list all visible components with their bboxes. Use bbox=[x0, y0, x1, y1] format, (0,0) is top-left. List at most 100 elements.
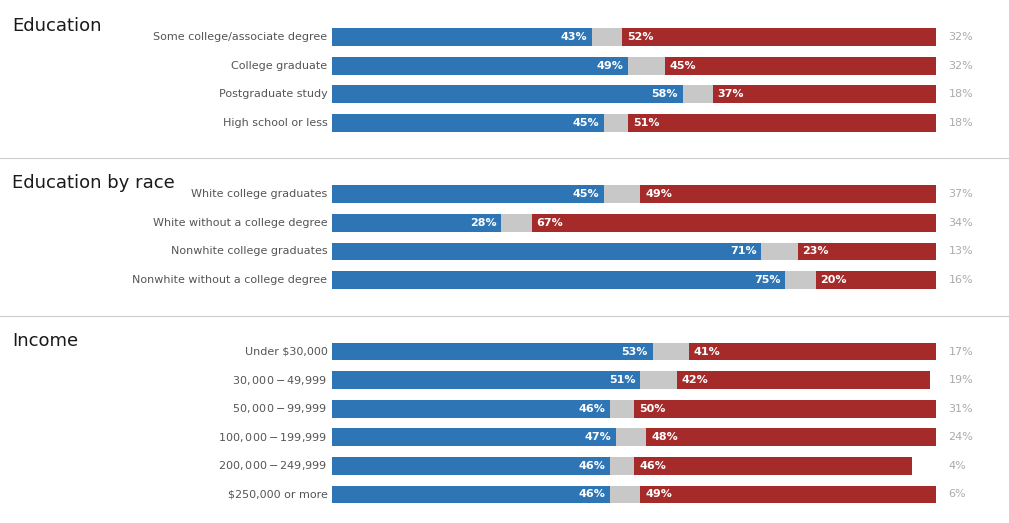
Text: $30,000 - $49,999: $30,000 - $49,999 bbox=[232, 373, 328, 386]
Bar bbox=[332, 114, 604, 132]
Bar bbox=[797, 243, 936, 260]
Text: 23%: 23% bbox=[802, 246, 828, 256]
Text: 13%: 13% bbox=[948, 246, 974, 256]
Text: 46%: 46% bbox=[578, 404, 605, 414]
Bar bbox=[610, 485, 641, 503]
Bar bbox=[641, 485, 936, 503]
Text: 75%: 75% bbox=[754, 275, 781, 285]
Bar bbox=[332, 371, 641, 389]
Text: 6%: 6% bbox=[948, 490, 967, 499]
Text: Education by race: Education by race bbox=[12, 174, 175, 192]
Text: 45%: 45% bbox=[573, 189, 599, 199]
Bar bbox=[610, 457, 635, 475]
Bar bbox=[332, 485, 610, 503]
Text: Postgraduate study: Postgraduate study bbox=[219, 89, 328, 99]
Text: 19%: 19% bbox=[948, 375, 974, 385]
Text: College graduate: College graduate bbox=[231, 61, 328, 71]
Bar bbox=[532, 214, 936, 232]
Bar bbox=[616, 428, 647, 446]
Bar bbox=[332, 85, 683, 103]
Text: 53%: 53% bbox=[622, 347, 648, 357]
Text: $250,000 or more: $250,000 or more bbox=[228, 490, 328, 499]
Text: 49%: 49% bbox=[646, 490, 672, 499]
Text: White college graduates: White college graduates bbox=[192, 189, 328, 199]
Bar bbox=[332, 243, 761, 260]
Text: 49%: 49% bbox=[646, 189, 672, 199]
Bar bbox=[641, 371, 677, 389]
Bar bbox=[665, 57, 936, 75]
Bar bbox=[677, 371, 930, 389]
Text: 37%: 37% bbox=[948, 189, 974, 199]
Bar bbox=[761, 243, 797, 260]
Text: 58%: 58% bbox=[652, 89, 678, 99]
Bar bbox=[623, 28, 936, 46]
Bar bbox=[332, 271, 785, 289]
Text: 18%: 18% bbox=[948, 118, 974, 128]
Text: 4%: 4% bbox=[948, 461, 967, 471]
Bar bbox=[635, 457, 912, 475]
Text: 16%: 16% bbox=[948, 275, 974, 285]
Text: 42%: 42% bbox=[681, 375, 708, 385]
Text: 51%: 51% bbox=[609, 375, 636, 385]
Bar bbox=[815, 271, 936, 289]
Text: 46%: 46% bbox=[578, 490, 605, 499]
Bar bbox=[653, 343, 689, 360]
Bar bbox=[713, 85, 936, 103]
Text: Income: Income bbox=[12, 332, 79, 349]
Bar bbox=[332, 457, 610, 475]
Text: 45%: 45% bbox=[669, 61, 696, 71]
Bar bbox=[610, 400, 635, 417]
Text: 49%: 49% bbox=[596, 61, 624, 71]
Text: 52%: 52% bbox=[628, 32, 654, 42]
Bar bbox=[629, 57, 665, 75]
Text: 47%: 47% bbox=[584, 433, 611, 442]
Bar bbox=[683, 85, 713, 103]
Bar bbox=[332, 28, 592, 46]
Text: High school or less: High school or less bbox=[223, 118, 328, 128]
Text: 31%: 31% bbox=[948, 404, 974, 414]
Bar bbox=[332, 57, 629, 75]
Bar bbox=[604, 114, 629, 132]
Text: 71%: 71% bbox=[730, 246, 757, 256]
Bar bbox=[641, 186, 936, 203]
Text: White without a college degree: White without a college degree bbox=[152, 218, 328, 228]
Text: Education: Education bbox=[12, 17, 102, 35]
Text: 46%: 46% bbox=[640, 461, 666, 471]
Text: Nonwhite without a college degree: Nonwhite without a college degree bbox=[132, 275, 328, 285]
Text: Some college/associate degree: Some college/associate degree bbox=[153, 32, 328, 42]
Text: 17%: 17% bbox=[948, 347, 974, 357]
Text: 28%: 28% bbox=[470, 218, 496, 228]
Text: 37%: 37% bbox=[717, 89, 745, 99]
Text: $50,000 - $99,999: $50,000 - $99,999 bbox=[232, 402, 328, 415]
Text: Under $30,000: Under $30,000 bbox=[244, 347, 328, 357]
Text: 32%: 32% bbox=[948, 61, 974, 71]
Text: 20%: 20% bbox=[820, 275, 847, 285]
Text: 41%: 41% bbox=[693, 347, 720, 357]
Bar bbox=[332, 343, 653, 360]
Bar bbox=[332, 186, 604, 203]
Text: 67%: 67% bbox=[537, 218, 563, 228]
Bar bbox=[332, 428, 616, 446]
Text: 51%: 51% bbox=[634, 118, 660, 128]
Bar bbox=[785, 271, 815, 289]
Text: 43%: 43% bbox=[561, 32, 587, 42]
Text: 34%: 34% bbox=[948, 218, 974, 228]
Text: Nonwhite college graduates: Nonwhite college graduates bbox=[171, 246, 328, 256]
Bar bbox=[647, 428, 936, 446]
Text: 48%: 48% bbox=[652, 433, 678, 442]
Bar bbox=[689, 343, 936, 360]
Bar bbox=[635, 400, 936, 417]
Bar bbox=[592, 28, 623, 46]
Text: 24%: 24% bbox=[948, 433, 974, 442]
Bar bbox=[332, 400, 610, 417]
Text: 46%: 46% bbox=[578, 461, 605, 471]
Text: $200,000 - $249,999: $200,000 - $249,999 bbox=[218, 459, 328, 472]
Text: 18%: 18% bbox=[948, 89, 974, 99]
Text: 45%: 45% bbox=[573, 118, 599, 128]
Bar bbox=[629, 114, 936, 132]
Text: 32%: 32% bbox=[948, 32, 974, 42]
Text: 50%: 50% bbox=[640, 404, 666, 414]
Bar bbox=[604, 186, 641, 203]
Bar bbox=[501, 214, 532, 232]
Text: $100,000 - $199,999: $100,000 - $199,999 bbox=[218, 431, 328, 444]
